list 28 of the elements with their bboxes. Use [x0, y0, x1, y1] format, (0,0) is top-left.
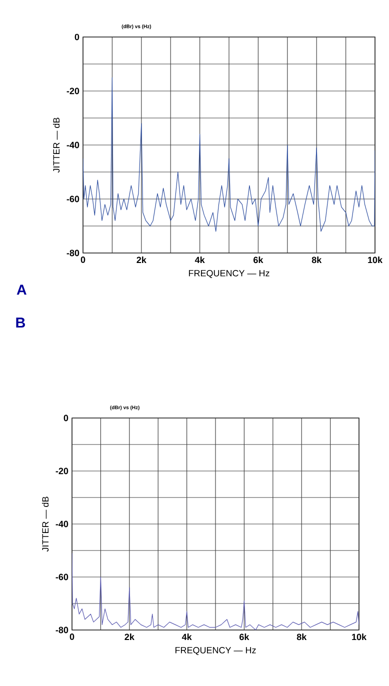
- x-tick-label: 10k: [352, 634, 367, 640]
- y-tick-label: -40: [66, 142, 80, 148]
- y-tick-label: -80: [56, 626, 68, 634]
- y-tick-label: -60: [56, 574, 68, 580]
- x-tick-label: 2k: [124, 634, 134, 640]
- x-tick-label: 10k: [368, 256, 383, 264]
- y-axis-title: JITTER — dB: [52, 118, 60, 173]
- x-axis-title: FREQUENCY — Hz: [175, 647, 256, 655]
- x-tick-label: 2k: [136, 256, 146, 264]
- x-axis-title: FREQUENCY — Hz: [188, 270, 270, 278]
- x-tick-label: 4k: [194, 256, 205, 264]
- y-tick-label: 0: [74, 34, 80, 40]
- x-tick-label: 8k: [312, 256, 322, 264]
- line-series: [83, 77, 375, 232]
- y-axis-title: JITTER — dB: [42, 496, 49, 552]
- y-tick-label: -20: [56, 468, 68, 474]
- y-tick-label: -40: [56, 520, 68, 528]
- y-tick-label: -60: [66, 196, 80, 202]
- y-tick-label: -80: [66, 250, 80, 256]
- x-tick-label: 6k: [240, 634, 250, 640]
- x-tick-label: 4k: [182, 634, 192, 640]
- y-tick-label: -20: [66, 88, 80, 94]
- x-tick-label: 6k: [254, 256, 264, 264]
- x-tick-label: 0: [80, 256, 86, 263]
- text: A: [16, 284, 26, 295]
- text: B: [16, 318, 25, 328]
- x-tick-label: 8k: [296, 634, 307, 640]
- y-tick-label: 0: [64, 414, 68, 422]
